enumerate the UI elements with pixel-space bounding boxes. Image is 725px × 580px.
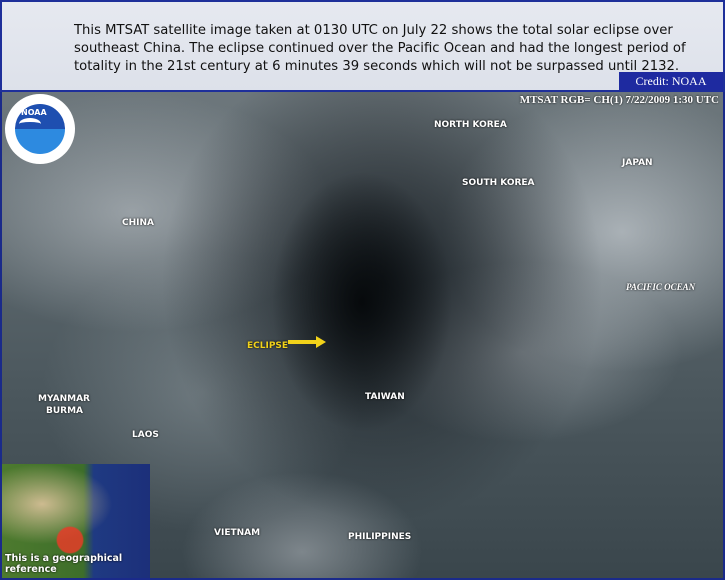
label-north-korea: NORTH KOREA: [434, 120, 507, 130]
noaa-logo: NOAA: [5, 94, 75, 164]
label-south-korea: SOUTH KOREA: [462, 178, 535, 188]
label-pacific-ocean: PACIFIC OCEAN: [626, 282, 696, 292]
noaa-logo-text: NOAA: [21, 108, 47, 117]
label-japan: JAPAN: [622, 158, 653, 168]
eclipse-arrow-icon: [288, 336, 326, 348]
label-laos: LAOS: [132, 430, 159, 440]
label-vietnam: VIETNAM: [214, 528, 261, 538]
label-taiwan: TAIWAN: [365, 392, 405, 402]
credit-badge: Credit: NOAA: [619, 72, 723, 90]
caption-panel: This MTSAT satellite image taken at 0130…: [0, 0, 725, 92]
label-burma: BURMA: [46, 406, 84, 416]
caption-text: This MTSAT satellite image taken at 0130…: [74, 23, 686, 74]
satellite-image: NOAA MTSAT RGB= CH(1) 7/22/2009 1:30 UTC…: [2, 92, 723, 578]
label-philippines: PHILIPPINES: [348, 532, 412, 542]
satellite-info: MTSAT RGB= CH(1) 7/22/2009 1:30 UTC: [519, 94, 719, 106]
geographical-reference-inset: This is a geographical reference: [2, 464, 150, 578]
label-myanmar: MYANMAR: [38, 394, 90, 404]
label-china: CHINA: [122, 218, 154, 228]
inset-caption: This is a geographical reference: [5, 553, 123, 575]
label-eclipse: ECLIPSE: [247, 341, 289, 351]
